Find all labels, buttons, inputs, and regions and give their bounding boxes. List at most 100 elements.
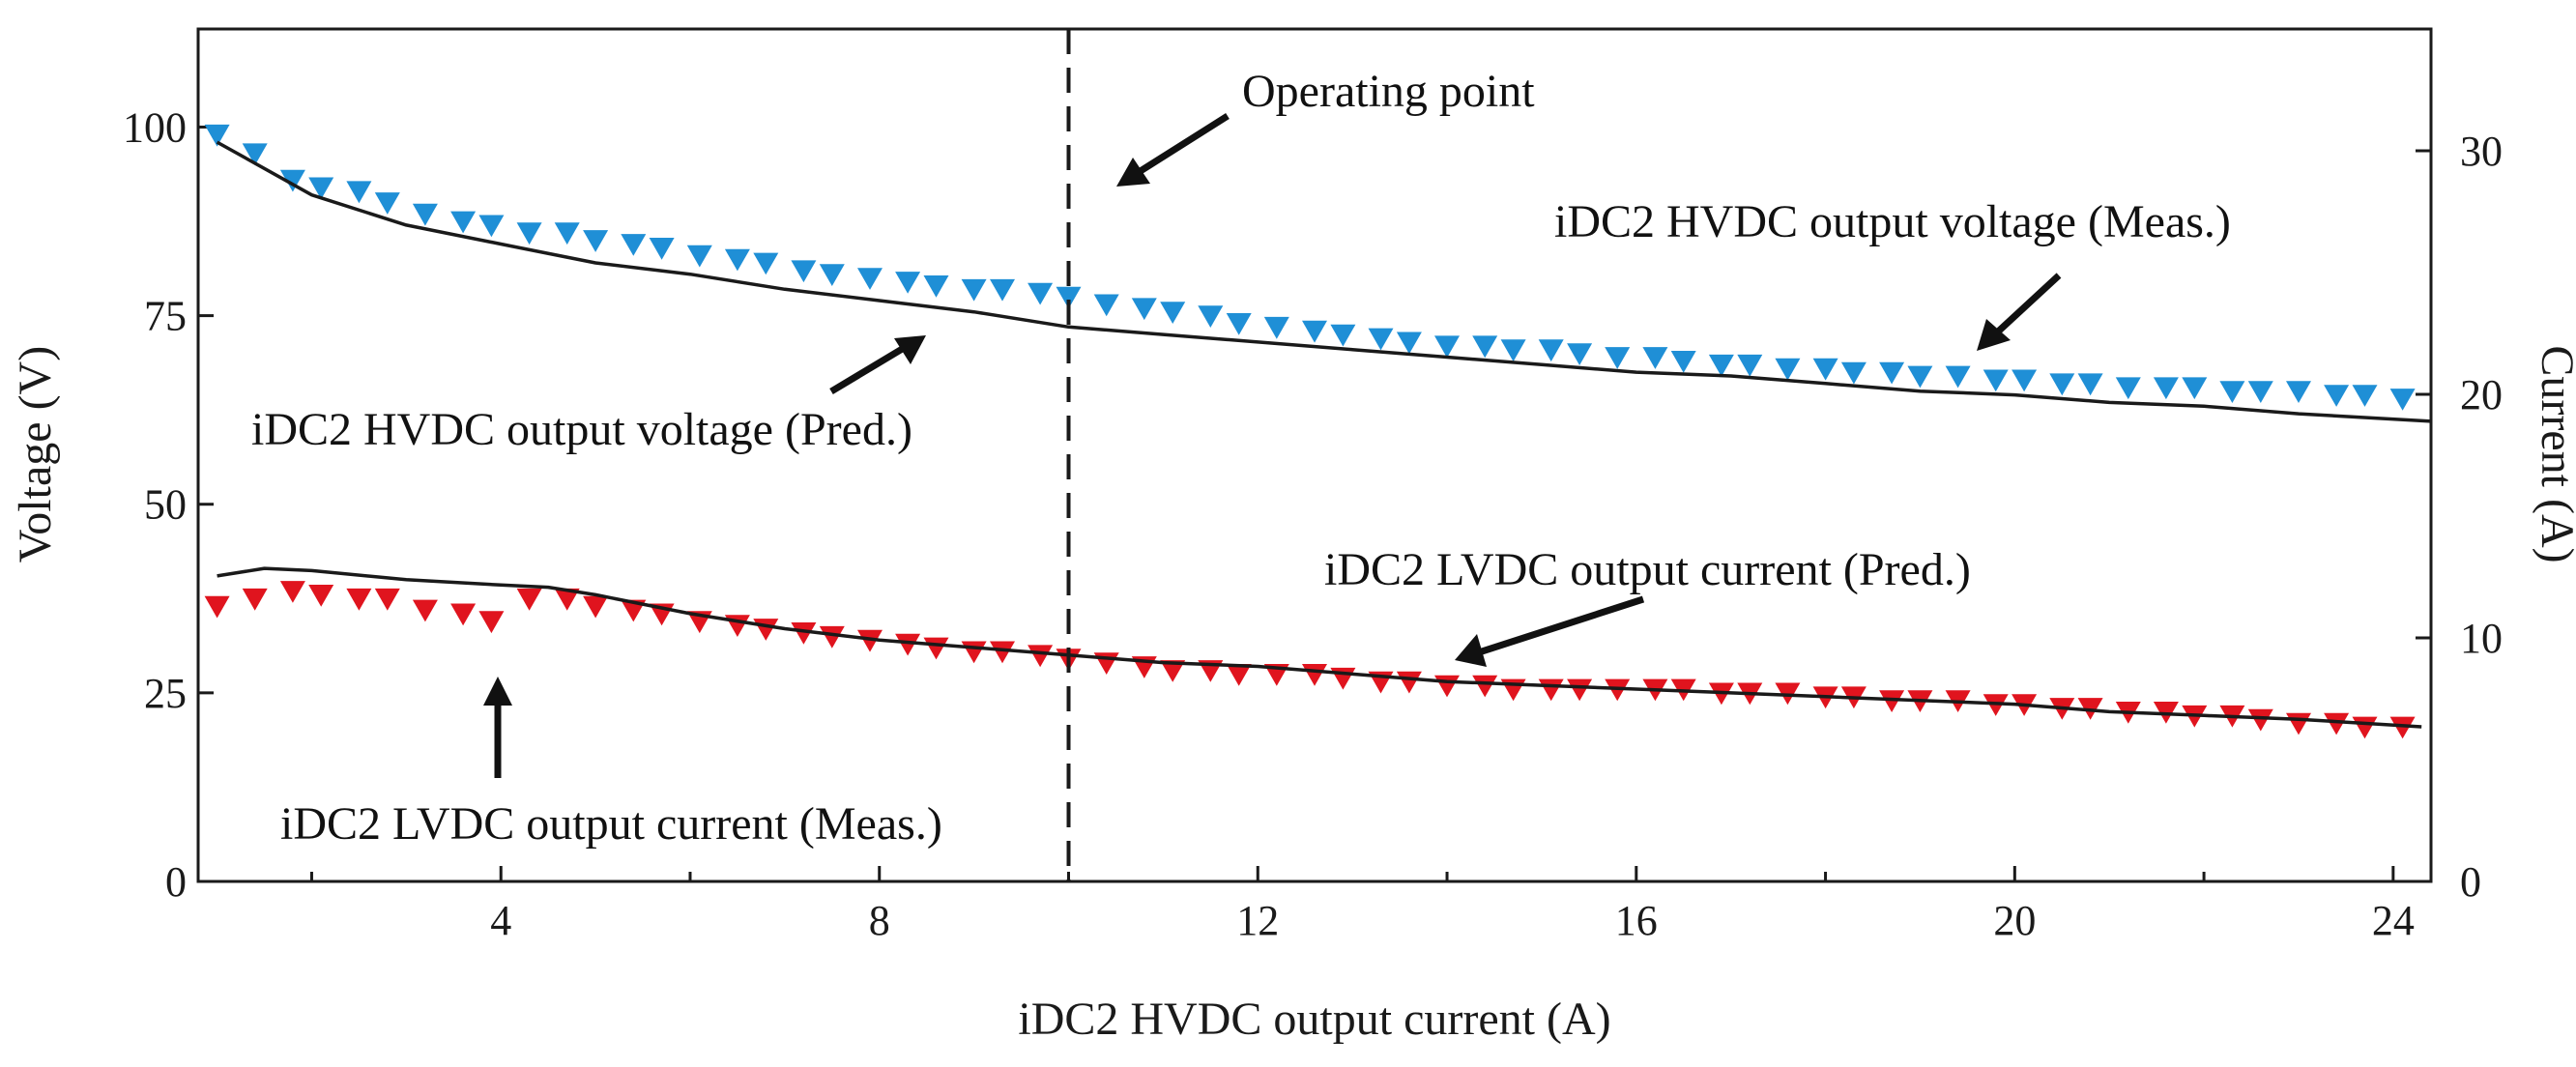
series-2-point-7 (450, 603, 477, 626)
series-0-point-36 (1434, 335, 1460, 359)
series-0-point-12 (621, 234, 647, 256)
series-2-point-23 (990, 641, 1015, 664)
y-left-tick-label-0: 0 (165, 858, 187, 906)
series-0-point-53 (2012, 369, 2038, 392)
series-2-point-62 (2324, 712, 2350, 735)
series-2-point-63 (2352, 716, 2378, 739)
y-axis-title-right: Current (A) (2532, 345, 2576, 562)
y-right-tick-label-3: 30 (2460, 128, 2503, 175)
series-2-point-37 (1472, 675, 1498, 698)
series-0-point-55 (2077, 373, 2103, 396)
series-2-point-64 (2389, 716, 2416, 739)
series-2-point-3 (308, 585, 334, 607)
series-0-point-51 (1945, 365, 1971, 389)
series-0-point-3 (308, 177, 334, 200)
series-0-point-29 (1198, 305, 1224, 328)
annotation-lvdc-current-meas: iDC2 LVDC output current (Meas.) (280, 798, 942, 850)
x-tick-label-2: 12 (1236, 897, 1279, 944)
annotation-arrows (483, 113, 2062, 778)
annotation-operating-point: Operating point (1242, 66, 1535, 117)
series-0-point-43 (1670, 351, 1696, 373)
arrow-hvdc-voltage-meas (1993, 273, 2062, 336)
series-0-point-15 (724, 248, 750, 272)
x-tick-label-4: 20 (1993, 897, 2036, 944)
series-2-point-18 (819, 625, 845, 649)
series-2-point-8 (478, 611, 505, 634)
series-0-point-14 (686, 245, 712, 268)
arrow-operating-point (1134, 113, 1230, 177)
series-0-point-23 (990, 278, 1015, 302)
x-tick-label-0: 4 (490, 897, 511, 944)
series-0-point-9 (516, 222, 542, 245)
y-right-tick-label-1: 10 (2460, 615, 2503, 662)
series-0-point-38 (1500, 339, 1526, 362)
x-tick-label-5: 24 (2372, 897, 2415, 944)
series-0-point-8 (478, 215, 505, 238)
series-0-point-61 (2286, 381, 2311, 403)
series-2-point-4 (346, 588, 372, 611)
series-0-point-1 (242, 143, 268, 166)
series-0-point-63 (2352, 385, 2378, 407)
y-left-tick-label-3: 75 (144, 293, 187, 340)
series-0-point-52 (1983, 369, 2009, 392)
plot-frame (196, 27, 2433, 883)
arrowhead-hvdc-voltage-meas (1977, 319, 2011, 351)
series-2-point-60 (2247, 708, 2273, 732)
series-2-point-17 (791, 622, 817, 645)
arrowhead-lvdc-current-pred (1455, 634, 1487, 667)
series-0-point-59 (2219, 381, 2245, 403)
series-2-point-20 (895, 633, 921, 656)
series-2-point-28 (1160, 660, 1186, 682)
annotation-hvdc-voltage-meas: iDC2 HVDC output voltage (Meas.) (1554, 196, 2231, 247)
series-0-point-25 (1056, 286, 1082, 309)
series-0-point-50 (1907, 365, 1933, 389)
tick-labels: 4 8 12 16 20 24 0 25 50 75 100 0 10 20 30 (123, 103, 2503, 944)
series-0-point-37 (1472, 335, 1498, 359)
series-2-point-24 (1028, 645, 1054, 668)
series-2-point-10 (554, 588, 580, 611)
arrowhead-operating-point (1116, 158, 1150, 187)
series-0-point-27 (1131, 298, 1157, 321)
series-0-point-60 (2247, 381, 2273, 403)
series-0-point-18 (819, 264, 845, 286)
series-0-point-42 (1642, 347, 1668, 369)
series-2-point-11 (583, 595, 609, 619)
series-0-point-24 (1028, 282, 1054, 305)
series-0-point-46 (1775, 358, 1801, 381)
arrowhead-hvdc-voltage-pred (894, 335, 926, 364)
series-0-point-10 (554, 222, 580, 245)
series-0-point-33 (1330, 324, 1356, 347)
series-0-point-62 (2324, 385, 2350, 407)
series-0-point-31 (1263, 316, 1289, 339)
series-2-point-40 (1567, 678, 1593, 702)
series-0-point-4 (346, 181, 372, 204)
series-2-point-22 (961, 641, 987, 664)
series-3-line (217, 566, 2422, 729)
series-0-point-39 (1538, 339, 1564, 362)
x-axis-title: iDC2 HVDC output current (A) (1018, 994, 1610, 1045)
y-right-tick-label-0: 0 (2460, 858, 2481, 906)
x-tick-label-3: 16 (1615, 897, 1658, 944)
y-left-tick-label-4: 100 (123, 103, 187, 151)
series-2-point-16 (753, 619, 779, 641)
series-0-point-56 (2115, 377, 2141, 400)
series-0-point-35 (1396, 332, 1422, 355)
series-0-point-32 (1302, 320, 1327, 343)
series-2-point-6 (412, 599, 438, 622)
series-0-point-7 (450, 211, 477, 234)
annotation-lvdc-current-pred: iDC2 LVDC output current (Pred.) (1324, 544, 1971, 595)
series-0-point-0 (204, 124, 230, 147)
series-layer (204, 124, 2432, 739)
annotation-hvdc-voltage-pred: iDC2 HVDC output voltage (Pred.) (251, 404, 912, 455)
series-2-point-39 (1538, 678, 1564, 702)
series-2-point-19 (857, 629, 883, 652)
y-axis-title-left: Voltage (V) (10, 346, 61, 562)
series-0-point-44 (1708, 354, 1734, 377)
series-2-point-12 (621, 599, 647, 622)
series-2-point-30 (1226, 664, 1252, 686)
series-0-point-28 (1160, 302, 1186, 324)
series-0-point-48 (1840, 361, 1867, 385)
arrow-hvdc-voltage-pred (829, 344, 906, 395)
series-2-point-2 (279, 581, 305, 603)
